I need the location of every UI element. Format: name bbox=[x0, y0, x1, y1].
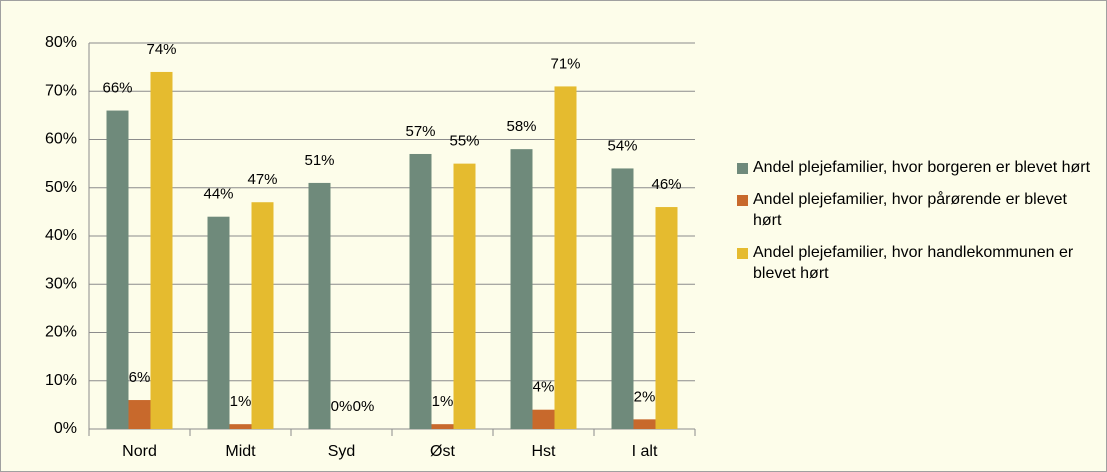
x-tick-label: Øst bbox=[430, 443, 455, 460]
data-label: 58% bbox=[506, 118, 536, 135]
data-label: 1% bbox=[432, 393, 454, 410]
legend-label: Andel plejefamilier, hvor borgeren er bl… bbox=[753, 159, 1091, 176]
x-tick-label: Nord bbox=[122, 443, 157, 460]
bar bbox=[106, 110, 129, 430]
data-label: 51% bbox=[304, 152, 334, 169]
x-tick-label: Midt bbox=[225, 443, 256, 460]
y-tick-label: 0% bbox=[54, 420, 77, 437]
y-tick-label: 30% bbox=[45, 275, 77, 292]
data-label: 44% bbox=[203, 186, 233, 203]
data-label: 74% bbox=[146, 41, 176, 58]
data-label: 66% bbox=[102, 80, 132, 97]
bar bbox=[207, 216, 230, 429]
y-tick-label: 60% bbox=[45, 131, 77, 148]
data-label: 6% bbox=[129, 369, 151, 386]
legend: Andel plejefamilier, hvor borgeren er bl… bbox=[737, 157, 1097, 295]
y-tick-label: 80% bbox=[45, 34, 77, 51]
data-label: 71% bbox=[550, 55, 580, 72]
x-tick-label: Hst bbox=[532, 443, 557, 460]
x-tick-label: I alt bbox=[632, 443, 658, 460]
data-label: 2% bbox=[634, 388, 656, 405]
bar bbox=[229, 424, 252, 429]
data-label: 55% bbox=[449, 133, 479, 150]
bar bbox=[633, 419, 656, 429]
bar bbox=[510, 149, 533, 429]
legend-item: Andel plejefamilier, hvor handlekommunen… bbox=[737, 242, 1097, 284]
legend-swatch bbox=[737, 248, 748, 259]
legend-item: Andel plejefamilier, hvor borgeren er bl… bbox=[737, 157, 1097, 178]
bar bbox=[409, 153, 432, 429]
bar bbox=[532, 409, 555, 429]
data-label: 0% bbox=[353, 398, 375, 415]
bar bbox=[150, 71, 173, 429]
y-tick-label: 70% bbox=[45, 82, 77, 99]
y-tick-label: 50% bbox=[45, 179, 77, 196]
bar bbox=[308, 182, 331, 429]
y-tick-label: 40% bbox=[45, 227, 77, 244]
y-tick-label: 10% bbox=[45, 372, 77, 389]
bar bbox=[611, 168, 634, 429]
legend-item: Andel plejefamilier, hvor pårørende er b… bbox=[737, 189, 1097, 231]
data-label: 46% bbox=[651, 176, 681, 193]
data-label: 4% bbox=[533, 379, 555, 396]
bar bbox=[251, 202, 274, 429]
y-tick-label: 20% bbox=[45, 324, 77, 341]
legend-label: Andel plejefamilier, hvor pårørende er b… bbox=[753, 191, 1067, 229]
bar bbox=[431, 424, 454, 429]
data-label: 57% bbox=[405, 123, 435, 140]
data-label: 47% bbox=[247, 171, 277, 188]
data-label: 54% bbox=[607, 137, 637, 154]
bar bbox=[554, 86, 577, 430]
data-label: 0% bbox=[331, 398, 353, 415]
legend-label: Andel plejefamilier, hvor handlekommunen… bbox=[753, 244, 1074, 282]
bar bbox=[128, 400, 151, 429]
data-label: 1% bbox=[230, 393, 252, 410]
legend-swatch bbox=[737, 195, 748, 206]
x-tick-label: Syd bbox=[328, 443, 356, 460]
bar bbox=[453, 163, 476, 429]
bar bbox=[655, 207, 678, 429]
legend-swatch bbox=[737, 163, 748, 174]
